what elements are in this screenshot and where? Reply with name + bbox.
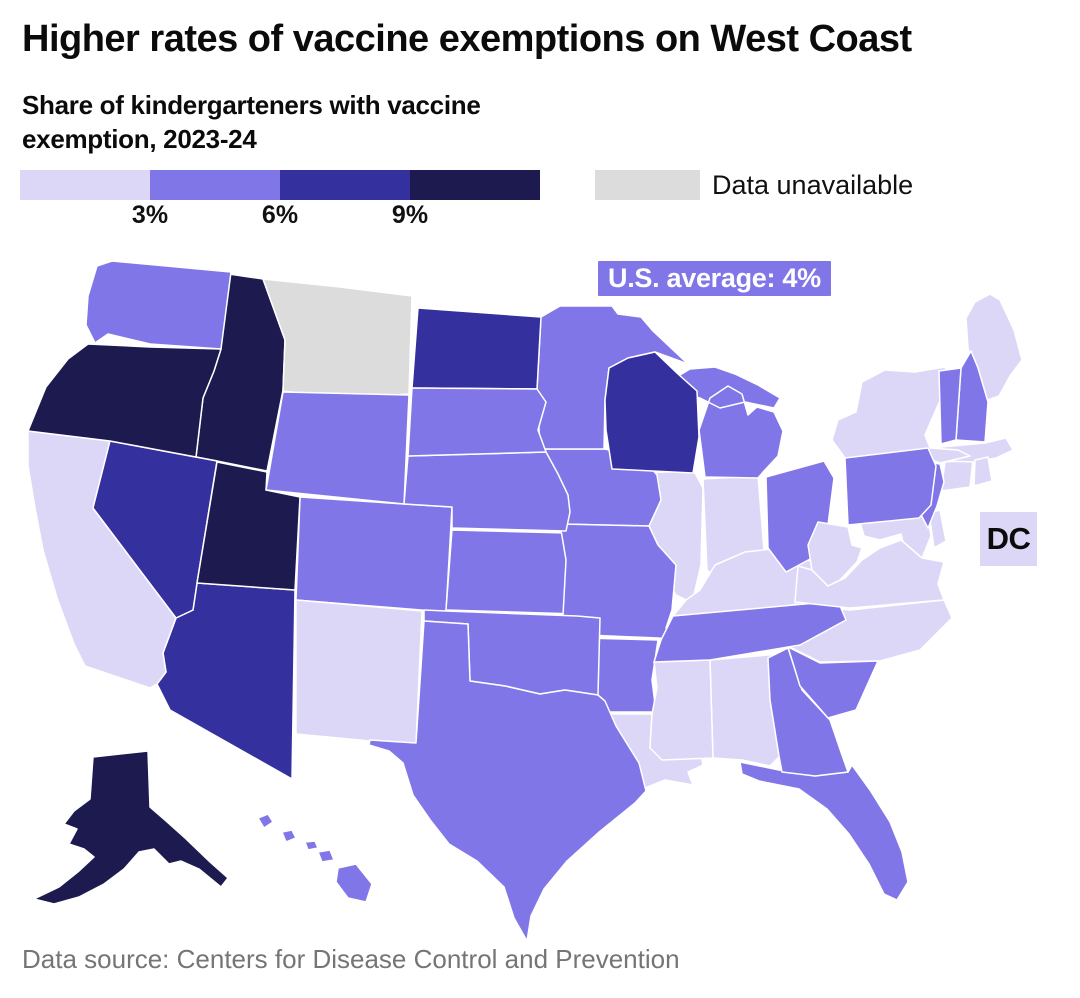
legend-swatch-9%+	[410, 170, 540, 200]
legend-swatch-3-6%	[150, 170, 280, 200]
state-sd[interactable]: South Dakota	[407, 387, 547, 457]
state-mt[interactable]: Montana	[262, 278, 413, 400]
state-nm[interactable]: New Mexico	[295, 599, 423, 745]
state-pa[interactable]: Pennsylvania	[844, 447, 937, 526]
legend-color-scale	[20, 170, 540, 200]
state-ct[interactable]: Connecticut	[940, 459, 974, 492]
legend-tick-6pct: 6%	[261, 201, 299, 229]
us-average-badge: U.S. average: 4%	[598, 261, 831, 296]
legend-tick-9pct: 9%	[391, 201, 429, 229]
state-wa[interactable]: Washington	[85, 260, 232, 350]
data-source-note: Data source: Centers for Disease Control…	[22, 944, 680, 974]
state-sc[interactable]: South Carolina	[787, 646, 879, 719]
legend-tick-3pct: 3%	[131, 201, 169, 229]
state-ak[interactable]: Alaska	[33, 750, 229, 905]
state-or[interactable]: Oregon	[27, 343, 222, 458]
state-de[interactable]: Delaware	[928, 509, 947, 549]
state-nv[interactable]: Nevada	[92, 440, 218, 619]
state-wy[interactable]: Wyoming	[265, 391, 410, 505]
state-tx[interactable]: Texas	[368, 620, 647, 942]
legend-tick-labels: 3% 6% 9%	[20, 201, 540, 231]
state-ut[interactable]: Utah	[196, 461, 301, 591]
state-ms[interactable]: Mississippi	[649, 659, 714, 761]
state-ks[interactable]: Kansas	[445, 529, 578, 615]
state-wv[interactable]: West Virginia	[807, 521, 863, 587]
chart-subtitle-line2: exemption, 2023-24	[22, 124, 257, 154]
state-ne[interactable]: Nebraska	[403, 451, 571, 532]
state-wi[interactable]: Wisconsin	[604, 351, 700, 474]
legend-swatch-0-3%	[20, 170, 150, 200]
chart-subtitle: Share of kindergarteners with vaccine ex…	[22, 88, 582, 156]
state-fl[interactable]: Florida	[739, 761, 909, 901]
state-hi[interactable]: Hawaii	[257, 813, 373, 903]
chart-subtitle-line1: Share of kindergarteners with vaccine	[22, 90, 481, 120]
page-title: Higher rates of vaccine exemptions on We…	[22, 18, 912, 60]
legend-unavailable-label: Data unavailable	[712, 170, 914, 200]
state-co[interactable]: Colorado	[295, 496, 453, 613]
state-ri[interactable]: Rhode Island	[973, 456, 993, 487]
legend-unavailable-swatch	[595, 170, 700, 200]
dc-label[interactable]: DC	[980, 512, 1037, 566]
state-vt[interactable]: Vermont	[938, 367, 962, 445]
legend-swatch-6-9%	[280, 170, 410, 200]
state-nd[interactable]: North Dakota	[411, 307, 542, 390]
